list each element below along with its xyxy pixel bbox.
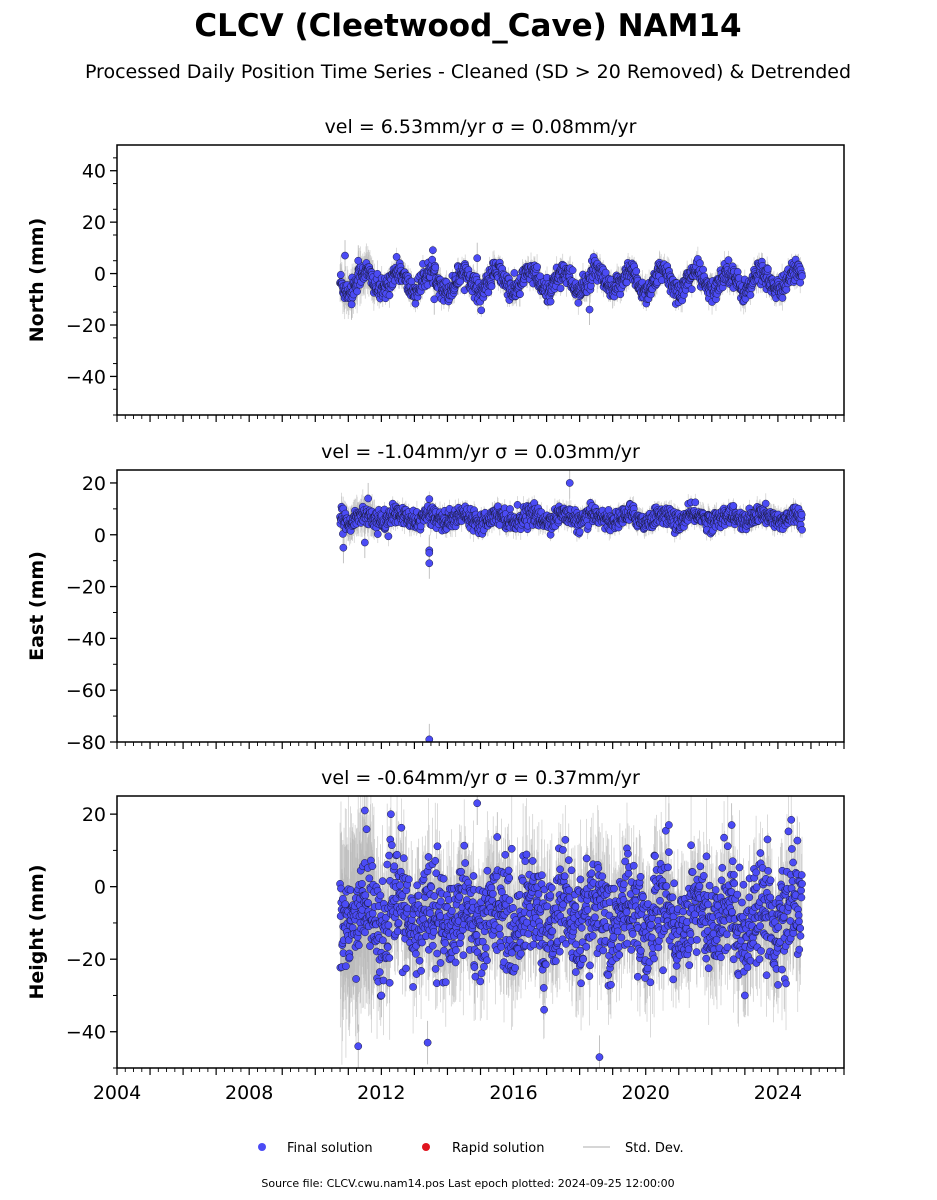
- final-solution-point: [487, 282, 496, 291]
- final-solution-point: [798, 272, 806, 281]
- final-solution-point: [796, 278, 805, 287]
- final-solution-point: [384, 532, 393, 541]
- data-layer: [336, 240, 806, 325]
- final-solution-point: [353, 287, 361, 296]
- final-solution-point: [373, 530, 382, 538]
- chart-title: CLCV (Cleetwood_Cave) NAM14: [194, 8, 741, 44]
- final-solution-point: [429, 246, 437, 255]
- y-tick-label: −20: [66, 315, 106, 337]
- final-solution-point: [699, 265, 708, 274]
- final-solution-point: [764, 265, 772, 273]
- final-solution-point: [431, 263, 440, 272]
- panel-title: vel = -1.04mm/yr σ = 0.03mm/yr: [321, 441, 640, 463]
- final-solution-point: [341, 251, 349, 260]
- final-solution-point: [782, 285, 791, 294]
- final-solution-point: [516, 290, 524, 298]
- final-solution-point: [632, 267, 641, 276]
- y-axis-label: East (mm): [26, 551, 48, 661]
- final-solution-point: [347, 300, 356, 309]
- final-solution-point: [354, 256, 363, 265]
- final-solution-point: [425, 495, 434, 503]
- final-solution-point: [533, 263, 541, 271]
- final-solution-point: [430, 295, 439, 304]
- final-solution-point: [477, 306, 486, 315]
- y-axis-label: North (mm): [26, 218, 48, 343]
- final-solution-point: [392, 253, 401, 261]
- final-solution-point: [687, 285, 696, 294]
- final-solution-point: [696, 259, 704, 268]
- panel-title: vel = 6.53mm/yr σ = 0.08mm/yr: [325, 116, 637, 138]
- final-solution-point: [473, 254, 482, 262]
- final-solution-point: [746, 291, 755, 299]
- final-solution-point: [575, 527, 584, 536]
- final-solution-point: [546, 297, 555, 306]
- final-solution-point: [385, 291, 394, 300]
- final-solution-point: [506, 505, 514, 513]
- final-solution-point: [778, 294, 787, 302]
- y-tick-label: 20: [82, 212, 106, 234]
- y-tick-label: 40: [82, 161, 106, 183]
- final-solution-points: [336, 246, 806, 315]
- final-solution-point: [411, 299, 420, 308]
- y-tick-label: 0: [94, 264, 106, 286]
- final-solution-point: [556, 284, 565, 293]
- final-solution-points: [336, 479, 806, 742]
- y-tick-label: −40: [66, 366, 106, 388]
- data-layer: [336, 470, 806, 742]
- final-solution-point: [724, 256, 733, 264]
- final-solution-point: [574, 299, 583, 307]
- chart-subtitle: Processed Daily Position Time Series - C…: [85, 61, 851, 83]
- final-solution-point: [585, 305, 594, 314]
- final-solution-point: [510, 269, 519, 277]
- final-solution-point: [568, 266, 577, 275]
- final-solution-point: [336, 270, 345, 279]
- final-solution-point: [601, 268, 610, 277]
